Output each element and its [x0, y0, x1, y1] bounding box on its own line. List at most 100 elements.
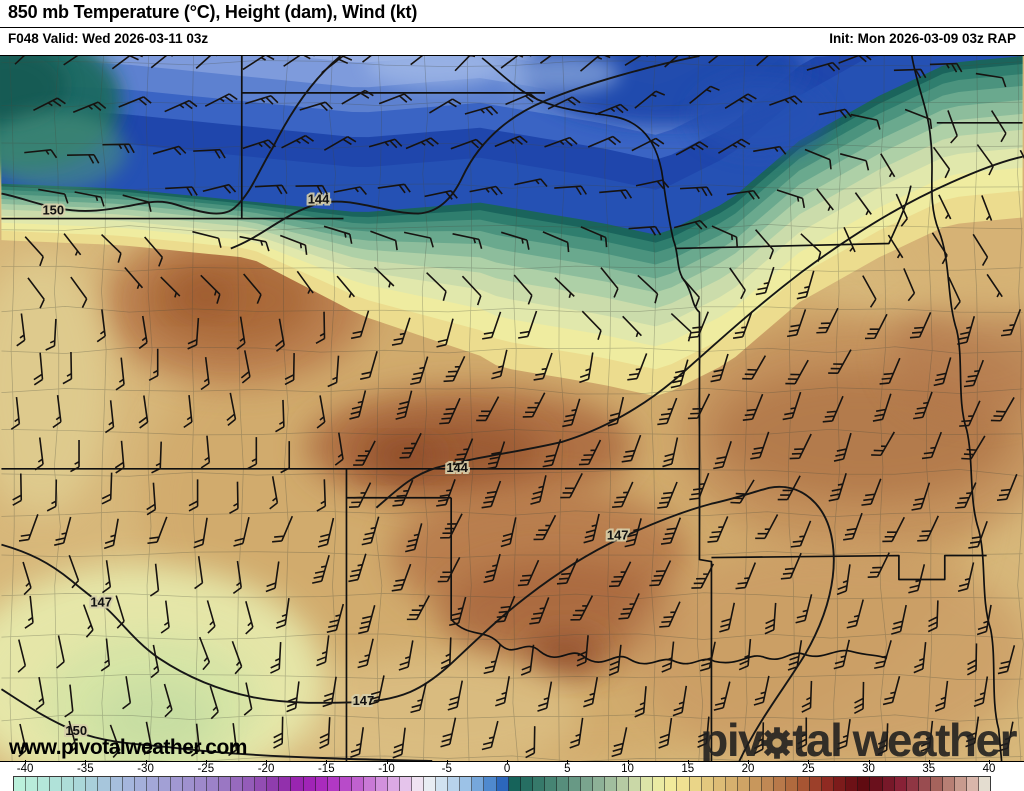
- wind-barb: [836, 719, 851, 750]
- wind-barb: [164, 99, 198, 113]
- colorbar-tickmark: [326, 760, 328, 764]
- wind-barb: [109, 724, 121, 758]
- wind-barb: [284, 353, 295, 386]
- wind-barb: [959, 400, 981, 427]
- colorbar-cell: [773, 777, 786, 791]
- colorbar-tick-label: 30: [862, 763, 875, 775]
- wind-barb: [513, 274, 533, 305]
- wind-barb: [607, 396, 625, 427]
- wind-barb: [530, 475, 547, 505]
- wind-barb: [236, 316, 246, 350]
- wind-barb: [711, 225, 739, 247]
- wind-barb: [713, 681, 731, 711]
- colorbar-cell: [351, 777, 364, 791]
- wind-barb: [377, 183, 411, 194]
- wind-barb: [378, 93, 413, 105]
- colorbar-cell: [737, 777, 750, 791]
- contour-label: 147: [353, 693, 375, 708]
- wind-barb: [410, 56, 442, 66]
- wind-barb: [893, 68, 927, 79]
- wind-barb: [554, 277, 575, 298]
- colorbar-cell: [424, 777, 437, 791]
- wind-barb: [599, 189, 633, 200]
- colorbar-tickmark: [507, 760, 509, 764]
- contour-label: 144: [446, 460, 468, 475]
- wind-barb: [622, 315, 642, 338]
- wind-barb: [836, 564, 851, 596]
- wind-barb: [789, 433, 812, 460]
- colorbar-cell: [375, 777, 388, 791]
- wind-barb: [483, 553, 501, 584]
- wind-barb: [965, 716, 980, 748]
- wind-barb: [115, 357, 125, 391]
- wind-barb: [426, 272, 447, 301]
- wind-barb: [243, 682, 253, 716]
- wind-barb: [634, 90, 666, 109]
- wind-barb: [103, 518, 119, 550]
- wind-barb: [147, 516, 168, 545]
- wind-barb: [483, 644, 501, 675]
- wind-barb: [233, 517, 250, 547]
- brand-text-right: tal weather: [792, 714, 1017, 762]
- wind-barb: [494, 135, 528, 148]
- wind-barb: [562, 398, 581, 428]
- wind-barb: [578, 439, 602, 466]
- wind-barb: [880, 153, 896, 178]
- header: 850 mb Temperature (°C), Height (dam), W…: [0, 0, 1024, 55]
- wind-barb: [861, 478, 882, 506]
- wind-barb: [672, 685, 688, 717]
- colorbar-tick-label: -25: [197, 763, 215, 775]
- wind-barb: [283, 56, 315, 67]
- colorbar-cell: [14, 777, 27, 791]
- wind-barb: [877, 723, 889, 756]
- wind-barb: [399, 432, 422, 459]
- wind-barb: [333, 186, 367, 196]
- colorbar-cell: [966, 777, 979, 791]
- colorbar-cell: [50, 777, 63, 791]
- wind-barb: [454, 56, 484, 72]
- colorbar-cell: [786, 777, 799, 791]
- colorbar-cell: [713, 777, 726, 791]
- wind-barb: [576, 635, 589, 667]
- wind-barb: [579, 56, 611, 72]
- colorbar-tickmark: [446, 760, 448, 764]
- wind-barb: [24, 236, 44, 267]
- wind-barb: [818, 108, 852, 119]
- wind-barb: [505, 93, 539, 106]
- colorbar-tick-label: 10: [621, 763, 634, 775]
- colorbar-cell: [617, 777, 630, 791]
- colorbar-cell: [86, 777, 99, 791]
- wind-barb: [316, 479, 327, 512]
- wind-barb: [482, 311, 502, 340]
- wind-barb: [579, 352, 594, 384]
- wind-barb: [102, 143, 135, 154]
- wind-barb: [786, 309, 807, 338]
- wind-barb: [296, 270, 314, 294]
- wind-barb: [750, 431, 770, 460]
- colorbar-cell: [979, 777, 991, 791]
- wind-barb: [275, 318, 285, 352]
- colorbar-cell: [846, 777, 859, 791]
- wind-barb: [583, 676, 599, 708]
- wind-barb: [699, 641, 716, 672]
- wind-barb: [348, 482, 372, 508]
- wind-barb: [265, 561, 280, 593]
- wind-barb: [753, 675, 770, 706]
- wind-barb: [319, 717, 331, 749]
- colorbar-tick-label: -10: [378, 763, 395, 775]
- wind-barb: [948, 276, 961, 310]
- wind-barb: [18, 514, 39, 542]
- wind-barb: [816, 188, 834, 212]
- header-divider: [0, 27, 1024, 28]
- wind-barb: [315, 311, 326, 345]
- wind-barb: [82, 604, 94, 638]
- wind-barb: [72, 101, 107, 113]
- wind-barb: [681, 276, 701, 307]
- colorbar-tickmark: [687, 760, 689, 764]
- wind-barb: [756, 56, 787, 67]
- wind-barb: [33, 97, 66, 112]
- wind-barb: [724, 93, 757, 110]
- wind-barb: [679, 186, 713, 197]
- wind-barb: [392, 727, 406, 759]
- wind-barb: [64, 684, 74, 718]
